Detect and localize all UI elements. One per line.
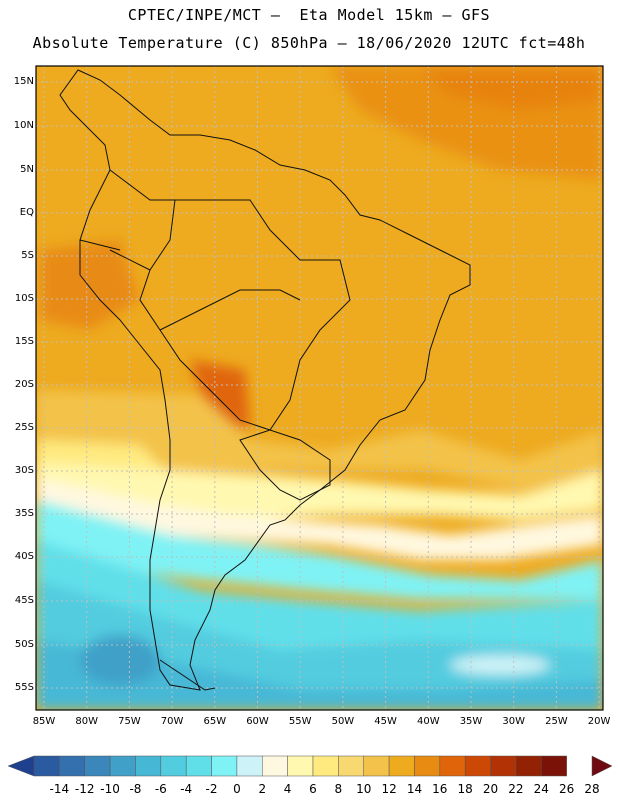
lon-label: 35W — [459, 716, 483, 727]
colorbar-tick-label: 10 — [356, 782, 372, 796]
colorbar-tick-label: 18 — [457, 782, 473, 796]
colorbar-swatch — [135, 755, 162, 777]
lon-label: 20W — [587, 716, 611, 727]
colorbar-tick-label: 22 — [508, 782, 524, 796]
colorbar-swatch — [388, 755, 415, 777]
lat-label: 30S — [14, 465, 34, 476]
lat-label: 15N — [13, 76, 34, 87]
colorbar-tick-label: 24 — [533, 782, 549, 796]
colorbar-swatch — [109, 755, 136, 777]
colorbar-swatch — [33, 755, 60, 777]
title-line-2: Absolute Temperature (C) 850hPa — 18/06/… — [32, 34, 586, 52]
country-borders — [59, 69, 471, 691]
graticule — [36, 66, 603, 710]
temperature-field — [36, 66, 603, 710]
colorbar-tick-label: -12 — [74, 782, 95, 796]
colorbar-swatch — [439, 755, 466, 777]
map-frame — [35, 65, 604, 711]
colorbar-swatch — [464, 755, 491, 777]
colorbar-under-arrow — [7, 755, 35, 777]
lat-label: 55S — [14, 682, 34, 693]
lat-label: 50S — [14, 639, 34, 650]
colorbar-swatch — [84, 755, 111, 777]
colorbar-swatch — [185, 755, 212, 777]
colorbar-tick-label: -8 — [129, 782, 142, 796]
lat-label: EQ — [19, 207, 34, 218]
lat-label: 15S — [14, 336, 34, 347]
lon-label: 60W — [246, 716, 269, 727]
colorbar-swatch — [338, 755, 364, 777]
colorbar-tick-label: 20 — [482, 782, 499, 796]
colorbar-tick-label: 12 — [381, 782, 397, 796]
colorbar-swatch — [262, 755, 288, 777]
lat-label: 5N — [20, 164, 34, 175]
colorbar-tick-label: 28 — [584, 782, 600, 796]
colorbar-over-arrow — [591, 755, 613, 777]
colorbar-swatch — [59, 755, 85, 777]
colorbar-swatch — [363, 755, 390, 777]
colorbar-tick-label: -14 — [49, 782, 70, 796]
colorbar-tick-label: -6 — [154, 782, 167, 796]
lat-label: 10N — [13, 120, 34, 131]
lon-label: 85W — [32, 716, 56, 727]
colorbar-swatch — [160, 755, 187, 777]
lon-label: 55W — [288, 716, 312, 727]
colorbar-tick-label: 26 — [558, 782, 575, 796]
lat-label: 45S — [14, 595, 34, 606]
colorbar-tick-label: 6 — [309, 782, 317, 796]
colorbar-tick-label: 4 — [283, 782, 292, 796]
colorbar-tick-label: -10 — [100, 782, 120, 796]
colorbar-swatch — [287, 755, 314, 777]
lat-label: 40S — [14, 551, 34, 562]
colorbar-swatch — [312, 755, 339, 777]
colorbar-tick-label: 0 — [233, 782, 241, 796]
colorbar-swatch — [414, 755, 441, 777]
colorbar-swatch — [490, 755, 517, 777]
colorbar-tick-label: 14 — [406, 782, 423, 796]
colorbar-swatch — [541, 755, 567, 777]
title-line-1: CPTEC/INPE/MCT — Eta Model 15km — GFS — [127, 6, 491, 24]
lat-label: 20S — [14, 379, 34, 390]
lat-label: 25S — [14, 422, 34, 433]
lon-label: 75W — [118, 716, 141, 727]
colorbar-swatch — [236, 755, 263, 777]
lon-label: 80W — [75, 716, 98, 727]
colorbar-tick-label: -2 — [205, 782, 218, 796]
lon-label: 30W — [502, 716, 525, 727]
colorbar-swatch — [515, 755, 542, 777]
lon-label: 40W — [416, 716, 440, 727]
colorbar-tick-label: 2 — [258, 782, 267, 796]
colorbar — [7, 755, 613, 777]
colorbar-tick-label: 8 — [334, 782, 343, 796]
lon-label: 50W — [331, 716, 355, 727]
lon-label: 25W — [545, 716, 568, 727]
lon-label: 45W — [374, 716, 397, 727]
colorbar-swatch — [211, 755, 238, 777]
lat-label: 10S — [14, 293, 34, 304]
colorbar-tick-label: -4 — [180, 782, 193, 796]
lat-label: 35S — [14, 508, 34, 519]
lon-label: 65W — [203, 716, 227, 727]
colorbar-tick-label: 16 — [432, 782, 448, 796]
lon-label: 70W — [160, 716, 184, 727]
lat-label: 5S — [21, 250, 34, 261]
